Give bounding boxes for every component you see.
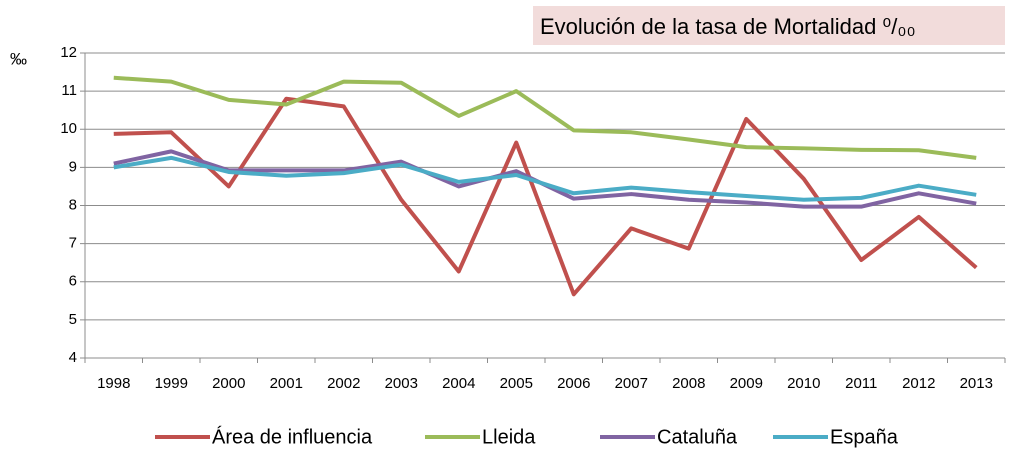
x-tick-label: 2009 <box>730 375 763 392</box>
y-tick-label: 5 <box>69 311 77 328</box>
x-tick-label: 2008 <box>672 375 705 392</box>
y-tick-label: 6 <box>69 273 77 290</box>
title-box <box>533 6 1005 45</box>
x-tick-label: 2005 <box>500 375 533 392</box>
series-line <box>113 155 977 202</box>
x-tick-label: 2012 <box>902 375 935 392</box>
x-tick-label: 1998 <box>97 375 130 392</box>
y-tick-label: 10 <box>60 120 77 137</box>
x-tick-label: 2001 <box>270 375 303 392</box>
x-tick-label: 1999 <box>155 375 188 392</box>
series-line <box>113 75 977 160</box>
legend-label: Área de influencia <box>212 425 373 448</box>
series-line <box>113 96 978 297</box>
legend-label: Lleida <box>482 426 536 448</box>
legend-label: Cataluña <box>657 426 738 448</box>
y-tick-label: 4 <box>69 349 77 366</box>
y-tick-label: 11 <box>61 82 77 99</box>
x-tick-label: 2004 <box>442 375 475 392</box>
x-tick-label: 2006 <box>557 375 590 392</box>
x-tick-label: 2000 <box>212 375 245 392</box>
x-tick-label: 2011 <box>845 375 877 392</box>
legend-label: España <box>830 426 899 448</box>
x-tick-label: 2007 <box>615 375 648 392</box>
x-tick-label: 2002 <box>327 375 360 392</box>
y-tick-label: 9 <box>69 158 77 175</box>
x-tick-label: 2010 <box>787 375 820 392</box>
x-tick-label: 2003 <box>385 375 418 392</box>
y-tick-label: 12 <box>60 44 77 61</box>
y-axis-label: ‰ <box>10 49 27 68</box>
y-tick-label: 7 <box>69 235 77 252</box>
y-tick-label: 8 <box>69 196 77 213</box>
chart-title: Evolución de la tasa de Mortalidad ⁰/₀₀ <box>540 14 916 39</box>
x-tick-label: 2013 <box>960 375 993 392</box>
